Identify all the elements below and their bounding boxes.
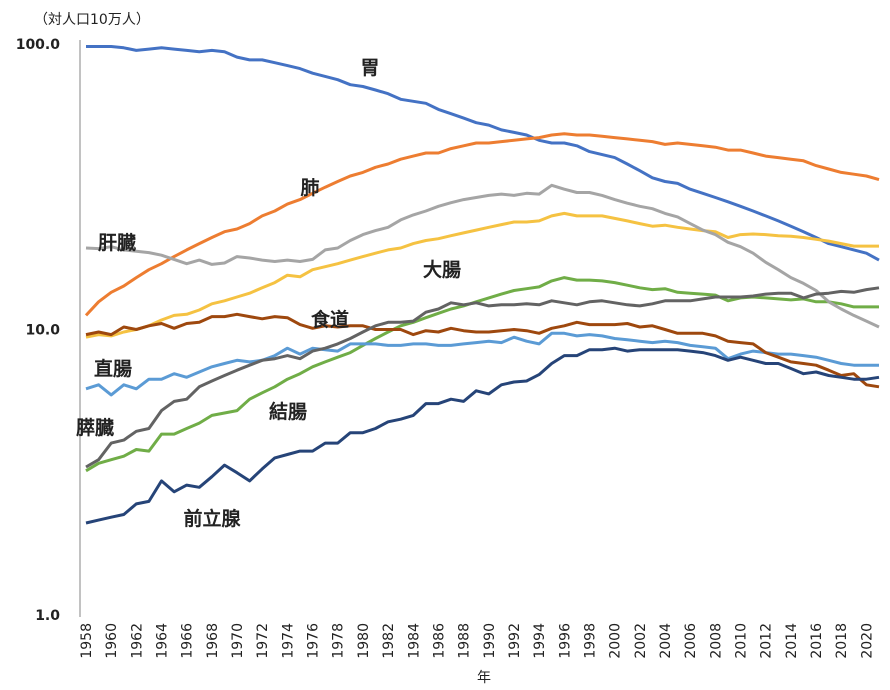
x-tick-label: 2010 [734,623,750,659]
x-tick-label: 2012 [759,623,775,659]
series-label: 肺 [300,177,319,199]
x-tick-label: 1966 [180,623,196,659]
series-line [86,45,880,262]
y-tick-label: 10.0 [25,323,60,339]
x-tick-label: 1976 [306,623,322,659]
x-tick-label: 2002 [633,623,649,659]
x-tick-label: 1962 [129,623,145,659]
x-tick-label: 1974 [280,623,296,659]
x-tick-label: 1968 [205,623,221,659]
x-tick-label: 2020 [859,623,875,659]
x-tick-label: 1994 [532,623,548,659]
series-line [84,132,880,317]
series-line [85,183,880,329]
series-label: 食道 [311,308,349,331]
x-tick-label: 1978 [331,623,347,659]
series-line [85,346,880,525]
x-tick-label: 1960 [104,623,120,659]
x-tick-label: 1988 [457,623,473,659]
x-tick-label: 1992 [507,623,523,659]
series-label: 胃 [360,57,379,79]
x-tick-label: 1990 [482,623,498,659]
x-tick-label: 1998 [582,623,598,659]
x-tick-label: 2006 [683,623,699,659]
x-tick-label: 2016 [809,623,825,659]
series-label: 結腸 [269,400,307,423]
x-tick-label: 2004 [658,623,674,659]
x-tick-label: 1958 [79,623,95,659]
x-tick-label: 1996 [557,623,573,659]
series-label: 直腸 [94,357,132,380]
x-tick-label: 1982 [381,623,397,659]
y-tick-label: 100.0 [16,37,61,53]
series-label: 膵臓 [76,416,114,439]
series-label: 大腸 [423,258,461,281]
series-line [85,211,879,339]
x-tick-label: 1964 [155,623,171,659]
series-line [85,286,880,469]
x-tick-label: 1984 [406,623,422,659]
x-tick-label: 2014 [784,623,800,659]
series-line [85,312,880,389]
x-tick-label: 2018 [834,623,850,659]
series-label: 前立腺 [183,507,241,530]
x-tick-label: 1986 [431,623,447,659]
x-tick-label: 1980 [356,623,372,659]
x-tick-label: 1972 [255,623,271,659]
x-tick-label: 2008 [708,623,724,659]
x-axis-label: 年 [477,670,491,686]
x-tick-label: 2000 [608,623,624,659]
series-label: 肝臓 [98,232,136,254]
y-axis-label: （対人口10万人） [34,12,150,28]
x-tick-label: 1970 [230,623,246,659]
y-tick-label: 1.0 [35,608,60,624]
series-line [85,331,879,397]
